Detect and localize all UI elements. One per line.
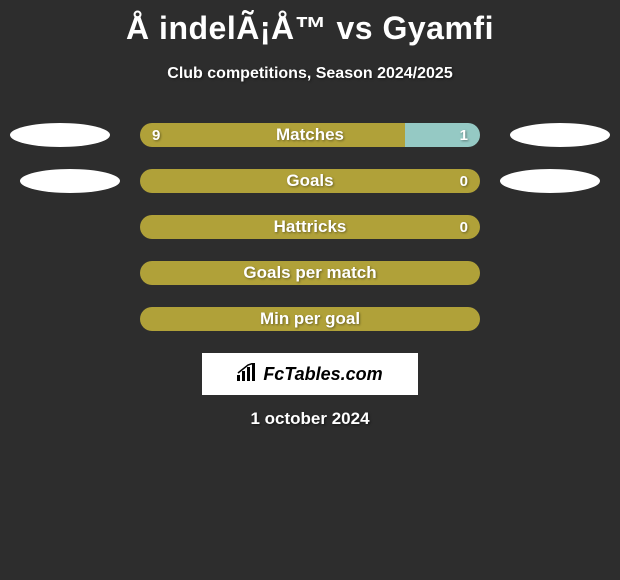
bar-left-segment: [140, 307, 468, 331]
stat-bar: 91Matches: [140, 123, 480, 147]
stat-right-value: 0: [460, 173, 468, 190]
player-ellipse-right: [500, 169, 600, 193]
player-ellipse-right: [510, 123, 610, 147]
stat-right-value: 0: [460, 219, 468, 236]
stat-row: 0Hattricks: [0, 215, 620, 239]
stat-row: 91Matches: [0, 123, 620, 147]
page-subtitle: Club competitions, Season 2024/2025: [0, 65, 620, 83]
stat-bar: Min per goal: [140, 307, 480, 331]
stat-bar: Goals per match: [140, 261, 480, 285]
bar-right-segment: 0: [453, 215, 480, 239]
stats-container: 91Matches0Goals0HattricksGoals per match…: [0, 123, 620, 331]
stat-bar: 0Goals: [140, 169, 480, 193]
date-text: 1 october 2024: [0, 409, 620, 429]
chart-icon: [237, 363, 259, 386]
bar-left-segment: [140, 215, 453, 239]
stat-right-value: 1: [460, 127, 468, 144]
bar-left-segment: 9: [140, 123, 405, 147]
bar-right-segment: 1: [405, 123, 480, 147]
bar-right-segment: [468, 261, 480, 285]
bar-right-segment: 0: [453, 169, 480, 193]
logo-text: FcTables.com: [263, 364, 382, 385]
stat-bar: 0Hattricks: [140, 215, 480, 239]
stat-row: Goals per match: [0, 261, 620, 285]
page-title: Å indelÃ¡Å™ vs Gyamfi: [0, 0, 620, 47]
bar-left-segment: [140, 261, 468, 285]
logo-box: FcTables.com: [202, 353, 418, 395]
stat-row: 0Goals: [0, 169, 620, 193]
stat-left-value: 9: [152, 127, 160, 144]
bar-right-segment: [468, 307, 480, 331]
bar-left-segment: [140, 169, 453, 193]
player-ellipse-left: [20, 169, 120, 193]
player-ellipse-left: [10, 123, 110, 147]
stat-row: Min per goal: [0, 307, 620, 331]
